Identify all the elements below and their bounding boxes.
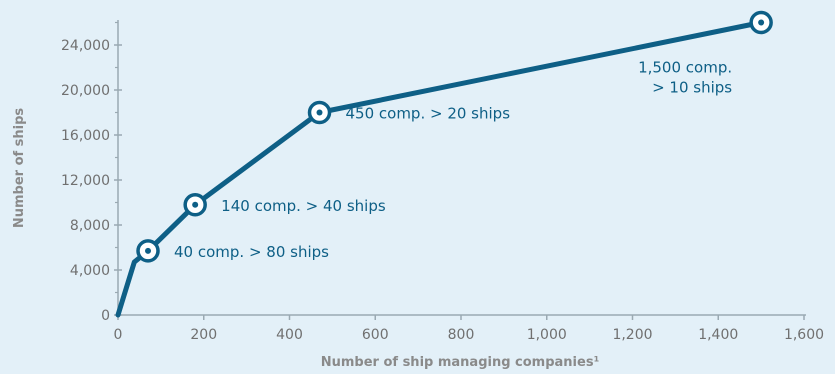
data-point-marker-dot — [758, 19, 765, 26]
data-point-marker-dot — [316, 109, 323, 116]
y-axis-title: Number of ships — [12, 108, 27, 229]
data-point-annotation: 1,500 comp. — [638, 59, 732, 77]
markers-group — [136, 10, 773, 263]
data-point-annotation: 140 comp. > 40 ships — [221, 197, 386, 215]
data-point-marker-dot — [145, 247, 152, 254]
x-tick-label: 1,400 — [698, 327, 738, 343]
data-point-annotation: 40 comp. > 80 ships — [174, 243, 329, 261]
annotations-group: 40 comp. > 80 ships 140 comp. > 40 ships 4… — [174, 59, 732, 261]
x-tick-label: 400 — [276, 327, 303, 343]
y-tick-label: 4,000 — [70, 263, 110, 279]
x-tick-label: 600 — [362, 327, 389, 343]
ticks: 0 4,000 8,000 12,000 16,000 20,000 24,000 0 200 4… — [61, 21, 824, 343]
axes — [117, 20, 806, 316]
series-group — [115, 20, 764, 318]
x-tick-label: 1,200 — [612, 327, 652, 343]
x-tick-label: 200 — [190, 327, 217, 343]
x-tick-label: 0 — [114, 327, 123, 343]
y-tick-label: 8,000 — [70, 218, 110, 234]
x-axis-title: Number of ship managing companies¹ — [321, 355, 600, 370]
x-tick-label: 800 — [448, 327, 475, 343]
data-point-annotation: 450 comp. > 20 ships — [346, 105, 511, 123]
series-line — [115, 20, 764, 318]
data-point-annotation: > 10 ships — [652, 79, 732, 97]
y-tick-label: 16,000 — [61, 128, 110, 144]
x-tick-label: 1,000 — [527, 327, 567, 343]
y-tick-label: 12,000 — [61, 173, 110, 189]
data-point-marker-dot — [192, 201, 199, 208]
y-tick-label: 24,000 — [61, 38, 110, 54]
y-tick-label: 20,000 — [61, 83, 110, 99]
y-tick-label: 0 — [101, 308, 110, 324]
x-tick-label: 1,600 — [784, 327, 824, 343]
